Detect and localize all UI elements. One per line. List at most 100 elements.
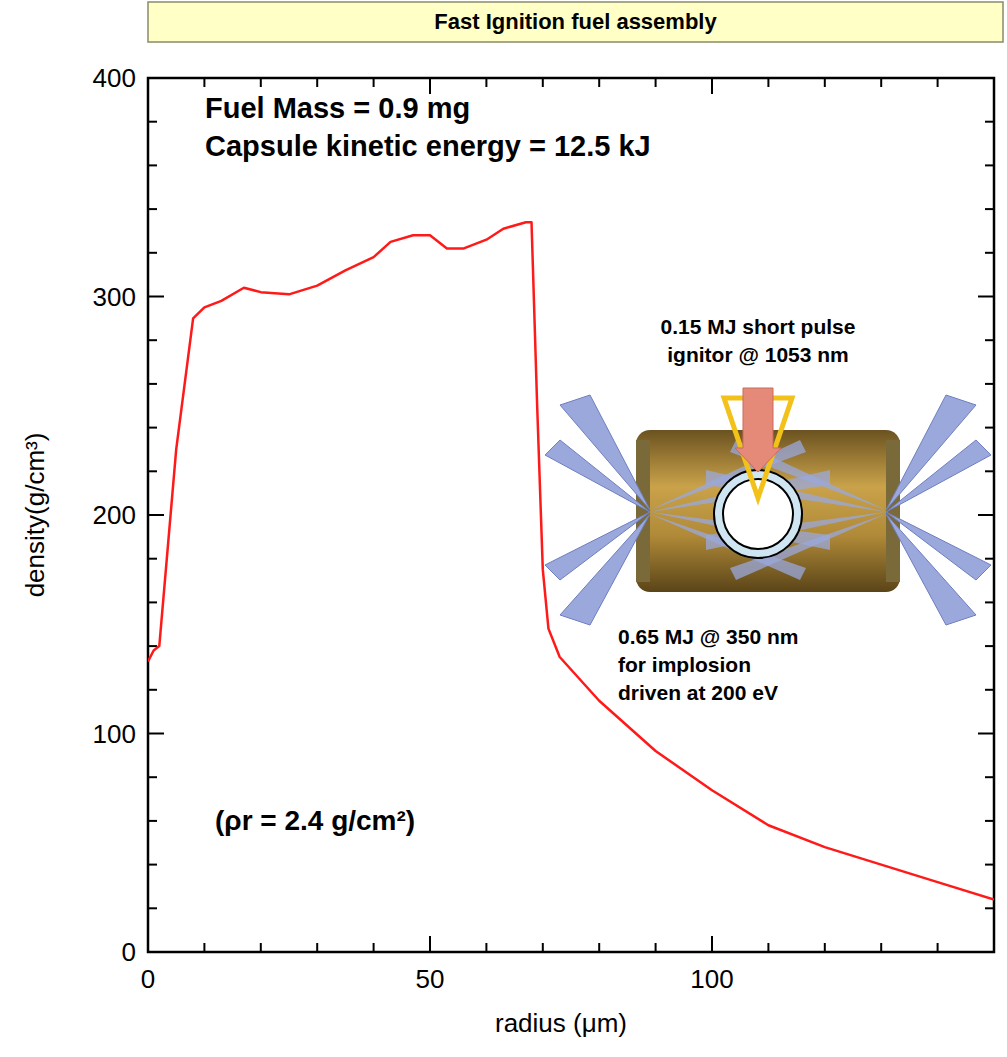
x-minor-tick xyxy=(485,943,487,952)
y-minor-tick-right xyxy=(985,339,994,341)
y-minor-tick xyxy=(148,121,157,123)
x-minor-tick-top xyxy=(542,78,544,87)
x-tick xyxy=(429,936,431,952)
y-minor-tick xyxy=(148,776,157,778)
y-minor-tick xyxy=(148,645,157,647)
chart: Fast Ignition fuel assembly0501000100200… xyxy=(0,0,1007,1057)
y-minor-tick xyxy=(148,164,157,166)
y-minor-tick xyxy=(148,907,157,909)
annotation: ignitor @ 1053 nm xyxy=(667,343,849,366)
y-tick xyxy=(148,514,164,516)
annotation: (ρr = 2.4 g/cm²) xyxy=(215,805,415,836)
x-minor-tick xyxy=(373,943,375,952)
y-minor-tick-right xyxy=(985,164,994,166)
title-banner xyxy=(148,2,1003,42)
x-minor-tick xyxy=(260,943,262,952)
data-group xyxy=(148,222,994,899)
x-tick-label: 100 xyxy=(690,964,733,994)
annotation: Fuel Mass = 0.9 mg xyxy=(205,92,470,124)
laser-beam xyxy=(886,512,991,580)
y-minor-tick-right xyxy=(985,601,994,603)
y-tick xyxy=(148,296,164,298)
x-minor-tick-top xyxy=(767,78,769,87)
y-axis-title: density(g/cm³) xyxy=(20,433,50,598)
y-minor-tick-right xyxy=(985,558,994,560)
x-minor-tick xyxy=(316,943,318,952)
x-minor-tick-top xyxy=(824,78,826,87)
x-minor-tick-top xyxy=(260,78,262,87)
title: Fast Ignition fuel assembly xyxy=(434,9,717,34)
x-minor-tick xyxy=(542,943,544,952)
y-minor-tick xyxy=(148,601,157,603)
x-minor-tick xyxy=(203,943,205,952)
y-minor-tick-right xyxy=(985,427,994,429)
x-tick-top xyxy=(711,78,713,94)
y-minor-tick-right xyxy=(985,252,994,254)
x-tick-label: 0 xyxy=(141,964,155,994)
annotation: Capsule kinetic energy = 12.5 kJ xyxy=(205,130,651,162)
x-minor-tick-top xyxy=(485,78,487,87)
x-minor-tick xyxy=(767,943,769,952)
y-minor-tick-right xyxy=(985,208,994,210)
x-minor-tick-top xyxy=(880,78,882,87)
y-tick xyxy=(148,733,164,735)
y-minor-tick xyxy=(148,339,157,341)
annotation: 0.65 MJ @ 350 nm xyxy=(618,625,798,648)
y-minor-tick xyxy=(148,208,157,210)
y-tick-right xyxy=(978,733,994,735)
laser-beam xyxy=(545,512,650,580)
plot-frame xyxy=(148,78,994,952)
x-tick xyxy=(711,936,713,952)
y-tick-right xyxy=(978,296,994,298)
laser-beam xyxy=(886,514,976,625)
ignitor-beam xyxy=(735,388,781,472)
x-minor-tick xyxy=(880,943,882,952)
x-minor-tick xyxy=(993,943,995,952)
x-minor-tick-top xyxy=(937,78,939,87)
y-minor-tick-right xyxy=(985,689,994,691)
x-tick-top xyxy=(147,78,149,94)
x-minor-tick xyxy=(824,943,826,952)
laser-beam xyxy=(560,514,650,625)
y-tick-right xyxy=(978,951,994,953)
y-tick-label: 0 xyxy=(122,937,136,967)
x-minor-tick xyxy=(937,943,939,952)
y-minor-tick-right xyxy=(985,776,994,778)
y-minor-tick-right xyxy=(985,383,994,385)
annotation: for implosion xyxy=(618,653,751,676)
y-minor-tick xyxy=(148,689,157,691)
y-minor-tick xyxy=(148,820,157,822)
x-minor-tick xyxy=(598,943,600,952)
y-minor-tick xyxy=(148,558,157,560)
y-tick-right xyxy=(978,77,994,79)
x-tick xyxy=(147,936,149,952)
hohlraum-diagram xyxy=(545,388,991,625)
y-minor-tick xyxy=(148,427,157,429)
y-tick-label: 400 xyxy=(93,63,136,93)
laser-beam xyxy=(886,440,991,512)
x-minor-tick xyxy=(655,943,657,952)
laser-beam xyxy=(545,440,650,512)
x-minor-tick-top xyxy=(316,78,318,87)
x-minor-tick-top xyxy=(598,78,600,87)
y-minor-tick-right xyxy=(985,820,994,822)
annotation: driven at 200 eV xyxy=(618,681,778,704)
y-minor-tick-right xyxy=(985,121,994,123)
y-tick-label: 100 xyxy=(93,719,136,749)
y-minor-tick xyxy=(148,864,157,866)
y-tick-label: 300 xyxy=(93,282,136,312)
y-tick xyxy=(148,77,164,79)
y-minor-tick xyxy=(148,470,157,472)
y-minor-tick-right xyxy=(985,645,994,647)
y-minor-tick-right xyxy=(985,907,994,909)
y-minor-tick-right xyxy=(985,470,994,472)
x-tick-label: 50 xyxy=(416,964,445,994)
capsule-fuel xyxy=(723,479,793,549)
x-minor-tick-top xyxy=(203,78,205,87)
density-line xyxy=(148,222,994,899)
x-minor-tick-top xyxy=(655,78,657,87)
y-tick-right xyxy=(978,514,994,516)
y-minor-tick xyxy=(148,383,157,385)
capsule-shell xyxy=(714,470,802,558)
x-minor-tick-top xyxy=(373,78,375,87)
